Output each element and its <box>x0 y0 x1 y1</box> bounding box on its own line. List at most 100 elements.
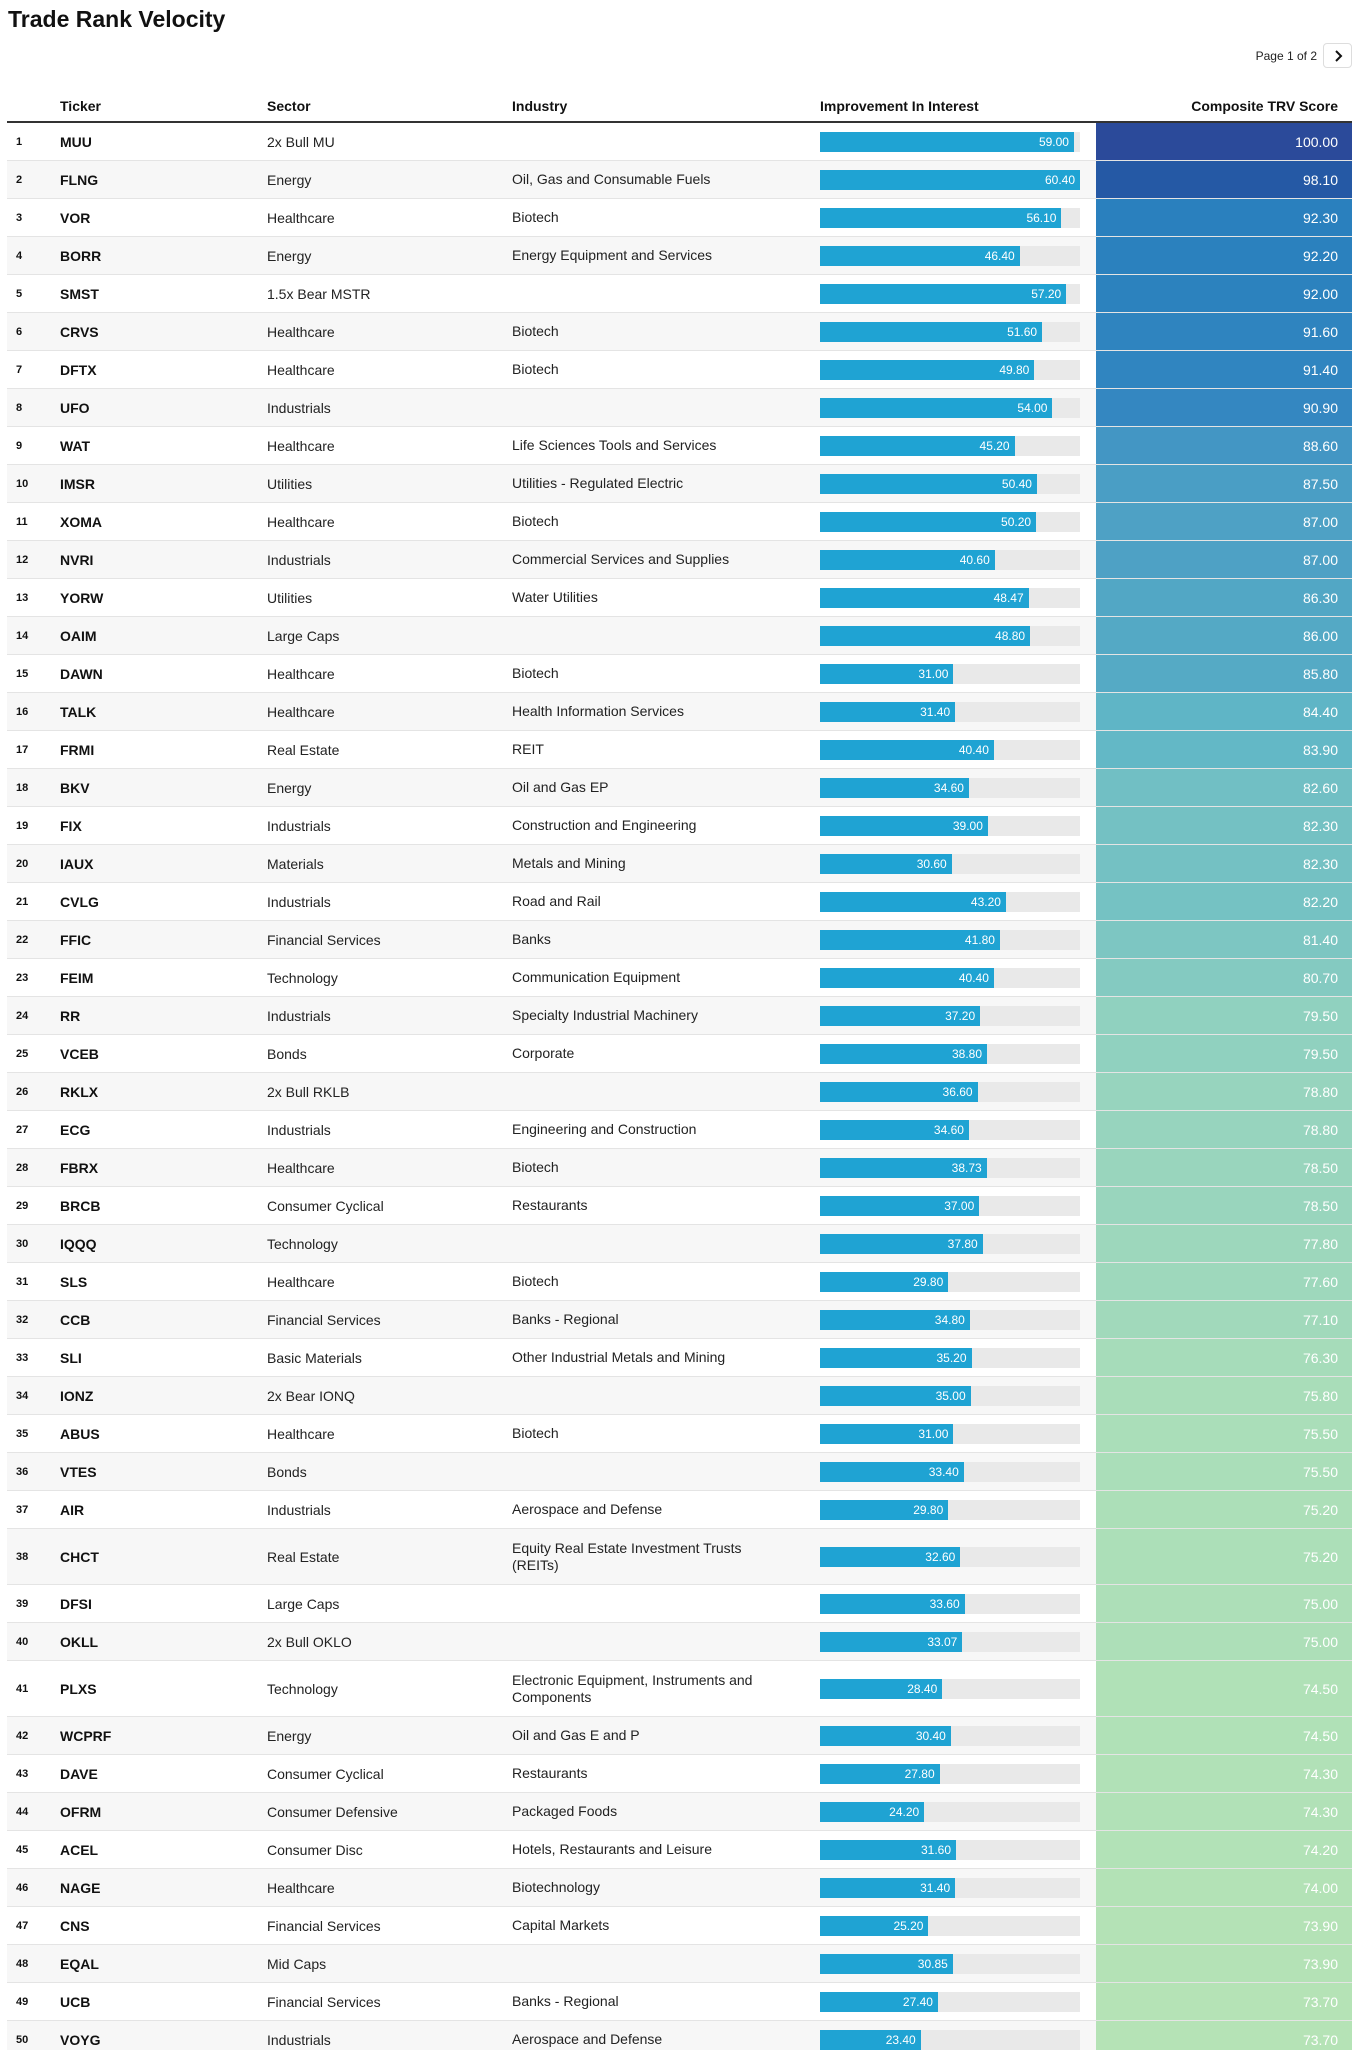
table-row[interactable]: 5 SMST 1.5x Bear MSTR 57.20 92.00 <box>7 275 1352 313</box>
row-ticker[interactable]: FEIM <box>60 969 94 986</box>
row-ticker[interactable]: VOR <box>60 209 91 226</box>
table-row[interactable]: 42 WCPRF Energy Oil and Gas E and P 30.40 74.… <box>7 1717 1352 1755</box>
row-ticker[interactable]: UCB <box>60 1993 91 2010</box>
table-row[interactable]: 34 IONZ 2x Bear IONQ 35.00 75.80 <box>7 1377 1352 1415</box>
row-ticker[interactable]: RR <box>60 1007 81 1024</box>
row-ticker[interactable]: MUU <box>60 133 92 150</box>
row-ticker[interactable]: IONZ <box>60 1387 94 1404</box>
row-ticker[interactable]: CHCT <box>60 1548 99 1565</box>
row-ticker[interactable]: OAIM <box>60 627 97 644</box>
column-header-score[interactable]: Composite TRV Score <box>1191 98 1338 114</box>
table-row[interactable]: 28 FBRX Healthcare Biotech 38.73 78.50 <box>7 1149 1352 1187</box>
row-ticker[interactable]: OKLL <box>60 1633 99 1650</box>
table-row[interactable]: 44 OFRM Consumer Defensive Packaged Foods 24… <box>7 1793 1352 1831</box>
table-row[interactable]: 39 DFSI Large Caps 33.60 75.00 <box>7 1585 1352 1623</box>
row-ticker[interactable]: EQAL <box>60 1955 99 1972</box>
row-ticker[interactable]: DFSI <box>60 1595 92 1612</box>
table-row[interactable]: 47 CNS Financial Services Capital Markets 25… <box>7 1907 1352 1945</box>
table-row[interactable]: 31 SLS Healthcare Biotech 29.80 77.60 <box>7 1263 1352 1301</box>
table-row[interactable]: 9 WAT Healthcare Life Sciences Tools and Se… <box>7 427 1352 465</box>
table-row[interactable]: 50 VOYG Industrials Aerospace and Defense 23… <box>7 2021 1352 2050</box>
row-ticker[interactable]: UFO <box>60 399 90 416</box>
row-ticker[interactable]: BKV <box>60 779 90 796</box>
row-ticker[interactable]: VOYG <box>60 2031 101 2048</box>
table-row[interactable]: 45 ACEL Consumer Disc Hotels, Restaurants a… <box>7 1831 1352 1869</box>
table-row[interactable]: 33 SLI Basic Materials Other Industrial Met… <box>7 1339 1352 1377</box>
table-row[interactable]: 27 ECG Industrials Engineering and Construc… <box>7 1111 1352 1149</box>
row-ticker[interactable]: VTES <box>60 1463 97 1480</box>
row-ticker[interactable]: RKLX <box>60 1083 99 1100</box>
table-row[interactable]: 6 CRVS Healthcare Biotech 51.60 91.60 <box>7 313 1352 351</box>
row-ticker[interactable]: WAT <box>60 437 91 454</box>
row-ticker[interactable]: WCPRF <box>60 1727 112 1744</box>
table-row[interactable]: 43 DAVE Consumer Cyclical Restaurants 27.80 7… <box>7 1755 1352 1793</box>
row-ticker[interactable]: FLNG <box>60 171 99 188</box>
row-ticker[interactable]: SLS <box>60 1273 88 1290</box>
column-header-ticker[interactable]: Ticker <box>60 98 101 114</box>
table-row[interactable]: 48 EQAL Mid Caps 30.85 73.90 <box>7 1945 1352 1983</box>
row-ticker[interactable]: DAWN <box>60 665 103 682</box>
table-row[interactable]: 29 BRCB Consumer Cyclical Restaurants 37.00 7… <box>7 1187 1352 1225</box>
table-row[interactable]: 17 FRMI Real Estate REIT 40.40 83.90 <box>7 731 1352 769</box>
row-ticker[interactable]: CCB <box>60 1311 91 1328</box>
table-row[interactable]: 38 CHCT Real Estate Equity Real Estate Inve… <box>7 1529 1352 1585</box>
row-ticker[interactable]: ABUS <box>60 1425 100 1442</box>
column-header-industry[interactable]: Industry <box>512 98 568 114</box>
row-ticker[interactable]: IAUX <box>60 855 94 872</box>
table-row[interactable]: 16 TALK Healthcare Health Information Servi… <box>7 693 1352 731</box>
row-ticker[interactable]: ACEL <box>60 1841 99 1858</box>
table-row[interactable]: 24 RR Industrials Specialty Industrial Mach… <box>7 997 1352 1035</box>
row-ticker[interactable]: OFRM <box>60 1803 102 1820</box>
row-ticker[interactable]: IQQQ <box>60 1235 97 1252</box>
row-ticker[interactable]: NAGE <box>60 1879 101 1896</box>
table-row[interactable]: 20 IAUX Materials Metals and Mining 30.60 82.… <box>7 845 1352 883</box>
row-ticker[interactable]: XOMA <box>60 513 102 530</box>
row-ticker[interactable]: IMSR <box>60 475 95 492</box>
row-ticker[interactable]: VCEB <box>60 1045 99 1062</box>
table-row[interactable]: 25 VCEB Bonds Corporate 38.80 79.50 <box>7 1035 1352 1073</box>
table-row[interactable]: 36 VTES Bonds 33.40 75.50 <box>7 1453 1352 1491</box>
row-ticker[interactable]: FIX <box>60 817 82 834</box>
table-row[interactable]: 32 CCB Financial Services Banks - Regional 3… <box>7 1301 1352 1339</box>
table-row[interactable]: 37 AIR Industrials Aerospace and Defense 29.… <box>7 1491 1352 1529</box>
table-row[interactable]: 7 DFTX Healthcare Biotech 49.80 91.40 <box>7 351 1352 389</box>
table-row[interactable]: 4 BORR Energy Energy Equipment and Services… <box>7 237 1352 275</box>
row-ticker[interactable]: ECG <box>60 1121 91 1138</box>
table-row[interactable]: 21 CVLG Industrials Road and Rail 43.20 82.20 <box>7 883 1352 921</box>
row-ticker[interactable]: CNS <box>60 1917 90 1934</box>
table-row[interactable]: 46 NAGE Healthcare Biotechnology 31.40 74.00 <box>7 1869 1352 1907</box>
row-ticker[interactable]: SLI <box>60 1349 82 1366</box>
table-row[interactable]: 35 ABUS Healthcare Biotech 31.00 75.50 <box>7 1415 1352 1453</box>
table-row[interactable]: 10 IMSR Utilities Utilities - Regulated Ele… <box>7 465 1352 503</box>
table-row[interactable]: 22 FFIC Financial Services Banks 41.80 81.40 <box>7 921 1352 959</box>
table-row[interactable]: 49 UCB Financial Services Banks - Regional 2… <box>7 1983 1352 2021</box>
table-row[interactable]: 3 VOR Healthcare Biotech 56.10 92.30 <box>7 199 1352 237</box>
row-ticker[interactable]: TALK <box>60 703 97 720</box>
column-header-sector[interactable]: Sector <box>267 98 311 114</box>
table-row[interactable]: 23 FEIM Technology Communication Equipment 4… <box>7 959 1352 997</box>
row-ticker[interactable]: AIR <box>60 1501 85 1518</box>
row-ticker[interactable]: BRCB <box>60 1197 101 1214</box>
table-row[interactable]: 40 OKLL 2x Bull OKLO 33.07 75.00 <box>7 1623 1352 1661</box>
next-page-button[interactable] <box>1323 43 1352 68</box>
row-ticker[interactable]: SMST <box>60 285 99 302</box>
row-ticker[interactable]: DFTX <box>60 361 97 378</box>
table-row[interactable]: 14 OAIM Large Caps 48.80 86.00 <box>7 617 1352 655</box>
row-ticker[interactable]: FFIC <box>60 931 92 948</box>
table-row[interactable]: 12 NVRI Industrials Commercial Services and… <box>7 541 1352 579</box>
table-row[interactable]: 30 IQQQ Technology 37.80 77.80 <box>7 1225 1352 1263</box>
table-row[interactable]: 15 DAWN Healthcare Biotech 31.00 85.80 <box>7 655 1352 693</box>
row-ticker[interactable]: PLXS <box>60 1680 97 1697</box>
row-ticker[interactable]: CVLG <box>60 893 99 910</box>
row-ticker[interactable]: FRMI <box>60 741 95 758</box>
table-row[interactable]: 18 BKV Energy Oil and Gas EP 34.60 82.60 <box>7 769 1352 807</box>
table-row[interactable]: 8 UFO Industrials 54.00 90.90 <box>7 389 1352 427</box>
table-row[interactable]: 41 PLXS Technology Electronic Equipment, In… <box>7 1661 1352 1717</box>
row-ticker[interactable]: YORW <box>60 589 104 606</box>
table-row[interactable]: 11 XOMA Healthcare Biotech 50.20 87.00 <box>7 503 1352 541</box>
row-ticker[interactable]: NVRI <box>60 551 94 568</box>
row-ticker[interactable]: DAVE <box>60 1765 98 1782</box>
table-row[interactable]: 19 FIX Industrials Construction and Enginee… <box>7 807 1352 845</box>
table-row[interactable]: 26 RKLX 2x Bull RKLB 36.60 78.80 <box>7 1073 1352 1111</box>
row-ticker[interactable]: FBRX <box>60 1159 99 1176</box>
